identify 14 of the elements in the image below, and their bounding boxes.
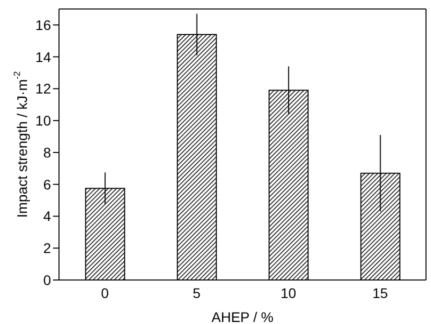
- y-tick-label: 12: [35, 80, 52, 97]
- y-tick-label: 8: [43, 144, 52, 160]
- x-tick-label: 10: [280, 284, 296, 301]
- y-tick-label: 0: [43, 272, 52, 288]
- y-tick-label: 16: [35, 16, 52, 33]
- y-tick-label: 14: [35, 48, 52, 65]
- y-tick-label: 6: [43, 176, 52, 192]
- y-tick-label: 2: [43, 240, 52, 256]
- x-axis-title: AHEP / %: [212, 309, 274, 324]
- x-tick-label: 15: [372, 284, 388, 301]
- y-tick-label: 4: [43, 208, 52, 224]
- x-tick-label: 0: [100, 284, 109, 301]
- x-tick-label: 5: [192, 284, 201, 301]
- y-tick-label: 10: [35, 112, 52, 129]
